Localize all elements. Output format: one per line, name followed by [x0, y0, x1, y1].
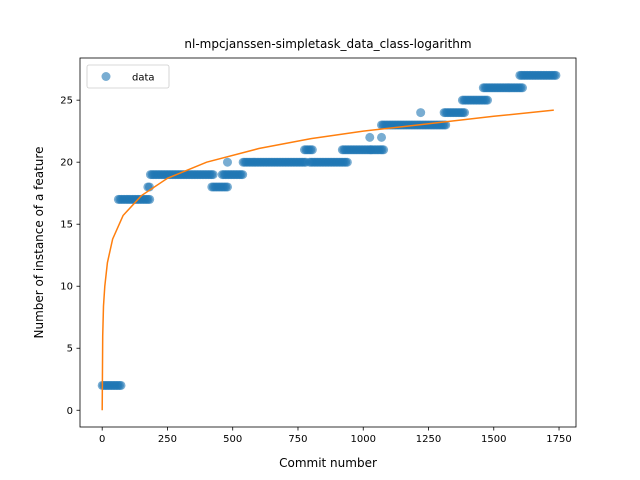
chart-title: nl-mpcjanssen-simpletask_data_class-loga…	[184, 37, 471, 51]
data-points	[97, 70, 561, 390]
x-axis-ticks: 0 250 500 750 1000 1250 1500 1750	[99, 427, 572, 445]
data-point	[222, 157, 232, 167]
data-point	[551, 70, 561, 80]
data-point	[145, 194, 155, 204]
y-tick-label: 20	[60, 158, 73, 169]
data-point	[307, 145, 317, 155]
data-point	[365, 132, 375, 142]
data-point	[377, 132, 387, 142]
x-tick-label: 1000	[351, 434, 376, 445]
data-point	[342, 157, 352, 167]
y-tick-label: 5	[67, 344, 73, 355]
legend-box	[86, 64, 170, 89]
y-axis-label: Number of instance of a feature	[32, 147, 46, 339]
plot-area	[80, 58, 576, 427]
legend-marker-data	[101, 72, 111, 81]
legend: data	[86, 64, 170, 89]
data-point	[517, 83, 527, 93]
x-tick-label: 1750	[546, 434, 571, 445]
data-point	[416, 108, 426, 118]
x-axis-label: Commit number	[279, 456, 377, 470]
data-point	[208, 170, 218, 180]
x-tick-label: 500	[223, 434, 242, 445]
y-tick-label: 10	[60, 282, 73, 293]
y-tick-label: 25	[60, 96, 73, 107]
fit-line	[101, 109, 554, 411]
x-tick-label: 250	[158, 434, 177, 445]
y-axis-ticks: 0 5 10 15 20 25	[60, 96, 80, 417]
x-tick-label: 1250	[416, 434, 441, 445]
data-point	[238, 170, 248, 180]
data-point	[222, 182, 232, 192]
y-tick-label: 0	[67, 406, 73, 417]
y-tick-label: 15	[60, 220, 73, 231]
x-tick-label: 1500	[481, 434, 506, 445]
data-point	[116, 380, 126, 390]
x-tick-label: 0	[99, 434, 105, 445]
x-tick-label: 750	[288, 434, 307, 445]
data-point	[379, 145, 389, 155]
legend-label-data: data	[132, 73, 155, 84]
data-point	[460, 108, 470, 118]
data-point	[483, 95, 492, 105]
plot-frame	[79, 57, 577, 428]
